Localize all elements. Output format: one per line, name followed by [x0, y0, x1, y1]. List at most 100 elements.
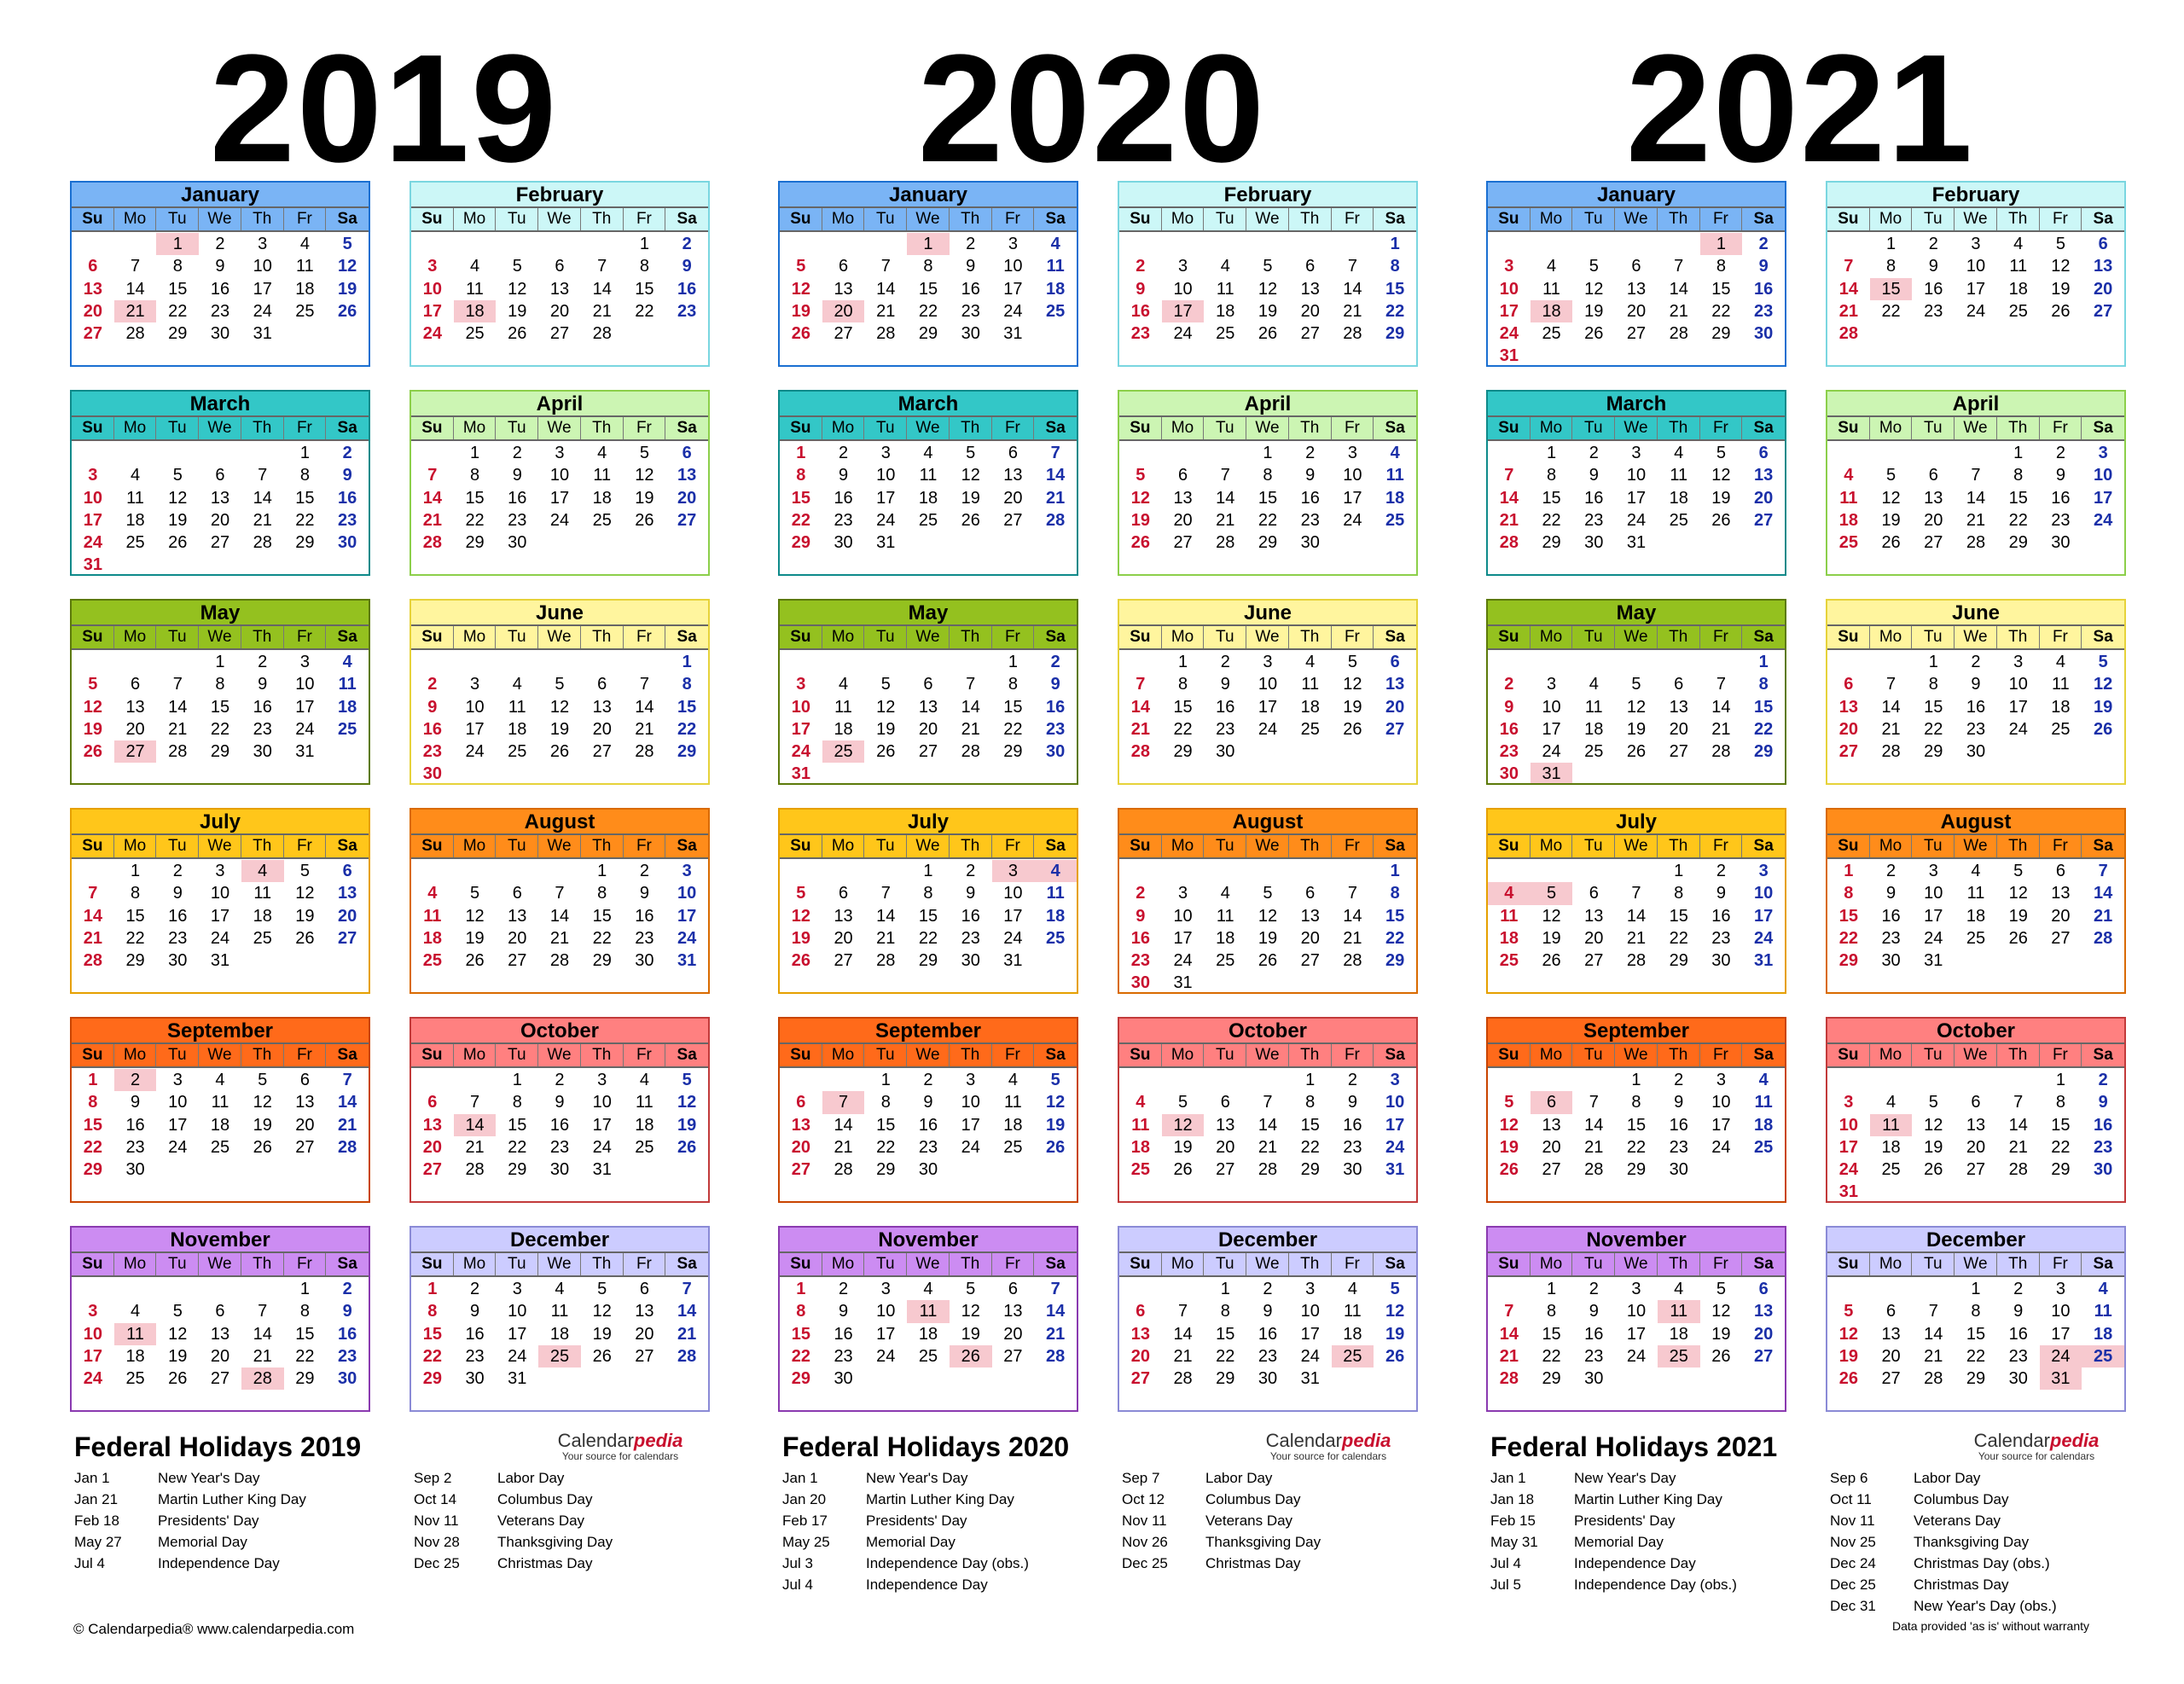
- day-cell: 26: [465, 951, 485, 971]
- day-cell: 6: [1220, 1093, 1230, 1112]
- month-calendar: September Su Mo Tu We Th Fr Sa 1 2 3 4 5 6 7 8 9 10 11 12 13…: [1486, 1017, 1786, 1203]
- holiday-row: Nov 25 Thanksgiving Day: [1830, 1531, 2057, 1553]
- weekday-label: Mo: [1531, 208, 1573, 230]
- day-cell: 20: [508, 928, 527, 948]
- weekday-label: Fr: [284, 626, 327, 648]
- day-cell: 7: [342, 1071, 352, 1089]
- day-cell: 3: [2098, 444, 2108, 462]
- day-cell: 16: [1669, 1115, 1688, 1135]
- weekday-label: Fr: [992, 1044, 1035, 1066]
- weekday-label: We: [907, 626, 950, 648]
- day-cell: 12: [791, 906, 810, 926]
- day-cell: 5: [1530, 882, 1573, 905]
- day-cell: 22: [677, 719, 697, 739]
- day-cell: 14: [876, 279, 896, 299]
- day-blank: [454, 233, 497, 255]
- holiday-date: Dec 24: [1830, 1555, 1876, 1571]
- weekday-label: Tu: [1912, 626, 1955, 648]
- day-cell: 21: [1343, 301, 1362, 321]
- day-cell: 27: [113, 740, 157, 764]
- day-blank: [822, 233, 865, 255]
- weekday-label: Fr: [992, 626, 1035, 648]
- day-cell: 21: [338, 1115, 357, 1135]
- weekday-label: We: [538, 835, 581, 857]
- month-title: October: [411, 1019, 708, 1044]
- day-cell: 20: [1924, 510, 1943, 530]
- day-cell: 17: [508, 1324, 527, 1344]
- weekday-label: Tu: [156, 626, 200, 648]
- holiday-name: Martin Luther King Day: [866, 1491, 1014, 1507]
- day-cell: 26: [791, 324, 810, 344]
- day-cell: 17: [83, 510, 102, 530]
- day-cell: 22: [168, 301, 188, 321]
- weekday-label: Mo: [1162, 417, 1205, 439]
- day-cell: 19: [2094, 697, 2113, 717]
- holiday-row: Jan 1 New Year's Day: [1490, 1467, 1737, 1489]
- day-cell: 21: [677, 1324, 697, 1344]
- weekday-label: We: [1246, 208, 1289, 230]
- month-title: July: [1488, 810, 1785, 835]
- holiday-list: Sep 2 Labor Day Oct 14 Columbus Day Nov 11 Ve…: [414, 1467, 613, 1574]
- day-cell: 9: [1263, 1302, 1273, 1321]
- day-cell: 14: [1130, 697, 1150, 717]
- holiday-date: Dec 25: [414, 1555, 460, 1571]
- weekday-label: Mo: [454, 626, 497, 648]
- weekday-label: Th: [1658, 626, 1700, 648]
- month-calendar: October Su Mo Tu We Th Fr Sa 1 2 3 4 5 6 7 8 9 10 11 12 13 14…: [410, 1017, 710, 1203]
- weekday-label: Mo: [114, 208, 157, 230]
- day-cell: 21: [1258, 1137, 1278, 1157]
- day-cell: 8: [172, 257, 183, 276]
- weekday-header: Su Mo Tu We Th Fr Sa: [1488, 835, 1785, 859]
- day-cell: 16: [1711, 906, 1731, 926]
- day-blank: [538, 651, 581, 673]
- disclaimer: Data provided 'as is' without warranty: [1892, 1619, 2090, 1633]
- day-cell: 18: [1130, 1137, 1150, 1157]
- day-cell: 7: [1886, 675, 1896, 694]
- day-cell: 9: [1347, 1093, 1357, 1112]
- day-cell: 28: [1626, 951, 1647, 971]
- weekday-header: Su Mo Tu We Th Fr Sa: [1119, 1044, 1416, 1068]
- day-cell: 9: [966, 884, 976, 903]
- day-cell: 22: [1542, 1346, 1561, 1366]
- day-blank: [1204, 1069, 1246, 1091]
- day-cell: 27: [1966, 1160, 1986, 1180]
- day-cell: 4: [1390, 444, 1400, 462]
- day-cell: 14: [834, 1115, 853, 1135]
- day-cell: 1: [2013, 444, 2024, 462]
- day-cell: 4: [1971, 862, 1981, 880]
- day-cell: 15: [1838, 906, 1858, 926]
- day-cell: 16: [465, 1324, 485, 1344]
- day-cell: 17: [210, 906, 230, 926]
- day-cell: 11: [1131, 1115, 1150, 1135]
- weekday-label: Th: [581, 1044, 624, 1066]
- day-cell: 26: [168, 1369, 188, 1389]
- day-cell: 25: [1003, 1137, 1023, 1157]
- day-cell: 23: [677, 301, 697, 321]
- day-cell: 24: [1711, 1137, 1731, 1157]
- day-cell: 25: [1542, 324, 1561, 344]
- day-blank: [496, 860, 538, 882]
- day-cell: 2: [682, 235, 692, 253]
- day-cell: 13: [1385, 675, 1405, 694]
- day-cell: 29: [168, 324, 188, 344]
- day-cell: 28: [422, 533, 442, 553]
- day-cell: 26: [83, 742, 102, 762]
- day-cell: 2: [1220, 653, 1230, 671]
- holiday-name: Columbus Day: [497, 1491, 593, 1507]
- weekday-label: Mo: [114, 626, 157, 648]
- day-cell: 29: [2008, 533, 2028, 553]
- day-cell: 31: [210, 951, 230, 971]
- day-cell: 15: [295, 488, 315, 508]
- day-cell: 24: [1542, 742, 1561, 762]
- day-cell: 19: [1584, 301, 1604, 321]
- day-cell: 16: [253, 697, 272, 717]
- day-cell: 17: [1173, 928, 1193, 948]
- day-cell: 21: [465, 1137, 485, 1157]
- day-cell: 12: [1626, 697, 1647, 717]
- weekday-label: Su: [780, 626, 822, 648]
- day-cell: 20: [1300, 301, 1320, 321]
- holiday-name: Labor Day: [497, 1470, 565, 1486]
- day-cell: 3: [88, 466, 98, 485]
- day-cell: 3: [1504, 257, 1514, 276]
- day-cell: 6: [682, 444, 692, 462]
